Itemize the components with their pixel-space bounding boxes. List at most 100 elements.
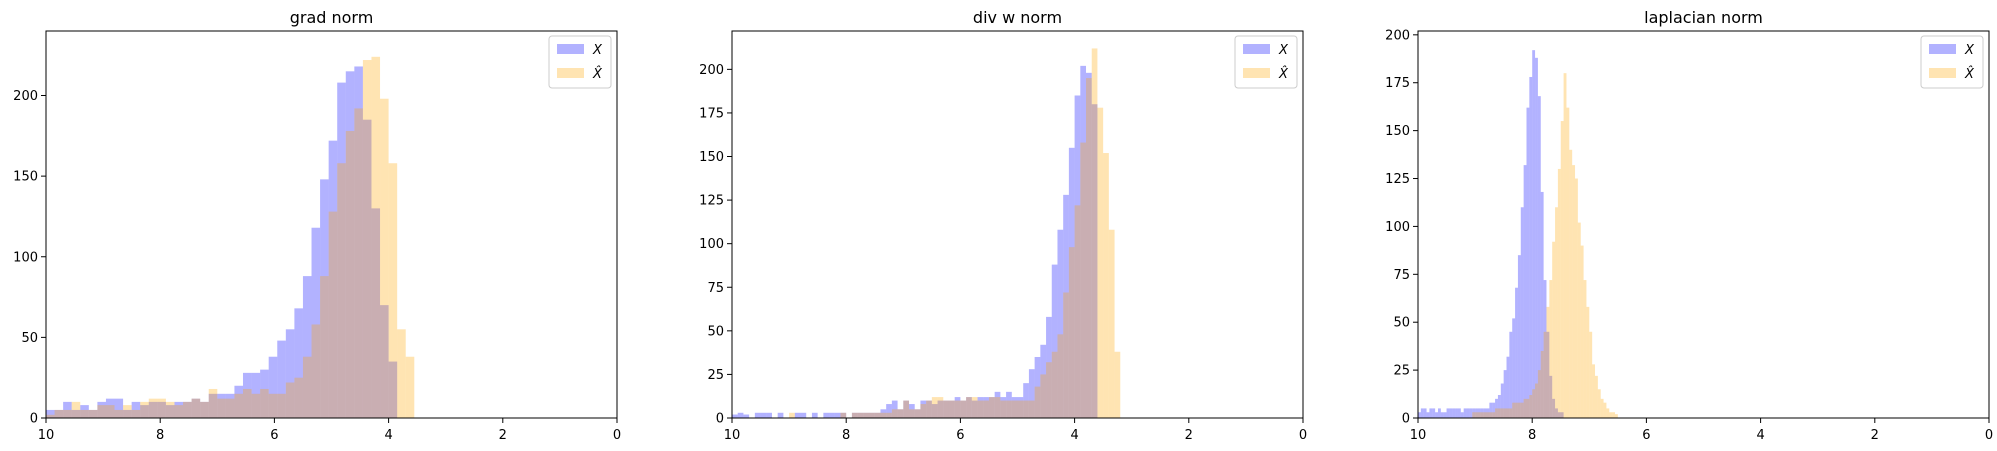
histogram-bar [880,412,887,418]
histogram-bar [191,398,201,418]
histogram-bar [926,400,932,418]
histogram-bar [1463,408,1467,418]
y-tick-label: 175 [1385,76,1410,91]
histogram-bar [754,412,761,418]
histogram-bar [1546,306,1550,418]
histogram-bar [1600,398,1604,418]
histogram-bar [388,361,398,418]
axes-frame [731,30,1304,419]
histogram-bar [1569,149,1573,419]
histogram-bar [88,409,98,418]
histogram-bar [874,412,881,418]
histogram-bar [1529,395,1533,418]
x-tick-label: 8 [1528,428,1536,443]
histogram-bar [174,401,184,418]
histogram-bar [903,400,910,418]
y-tick-label: 100 [1385,220,1410,235]
y-tick-label: 25 [707,368,724,383]
histogram-bar [1443,412,1447,418]
histogram-bar [994,391,1001,418]
histogram-bar [1609,412,1613,418]
histogram-bar [988,397,995,418]
histogram-bar [1091,48,1098,418]
histogram-bar [1540,350,1544,418]
histogram-bar [285,329,295,418]
histogram-bar [157,398,166,418]
histogram-bar [909,409,915,418]
y-tick-label: 200 [13,89,38,104]
histogram-bar [1000,400,1007,418]
histogram-bar [909,404,915,418]
y-tick-label: 75 [1393,268,1410,283]
histogram-bar [1557,168,1561,418]
x-tick-label: 10 [724,428,741,443]
x-tick-label: 6 [956,428,964,443]
histogram-bar [931,404,938,418]
histogram-bar [1057,229,1064,418]
x-tick-label: 6 [1642,428,1650,443]
histogram-bar [960,400,967,418]
histogram-bar [886,412,892,418]
histogram-bar [1543,331,1547,418]
histogram-bar [1006,400,1012,418]
histogram-bar [1486,412,1490,418]
histogram-bar [1572,165,1576,418]
histogram-bar [1477,412,1481,418]
histogram-bar [1034,386,1041,418]
histogram-bar [863,412,870,418]
legend-label: X [1278,43,1289,58]
histogram-bar [1469,408,1473,418]
histogram-bar [337,163,346,418]
histogram-bar [829,412,835,418]
x-tick-label: 2 [1185,428,1193,443]
histogram-bar [260,388,269,418]
histogram-bar [217,393,226,418]
histogram-bar [834,412,841,418]
histogram-bar [777,412,784,418]
y-tick-label: 50 [1393,316,1410,331]
histogram-bar [328,211,338,418]
histogram-bar [397,329,406,418]
series-x-hat [46,56,415,419]
legend-swatch [557,44,584,54]
histogram-bar [966,397,972,418]
histogram-bar [1435,412,1438,418]
histogram-bar [914,409,921,418]
histogram-bar [1509,408,1513,418]
histogram-bar [891,409,898,418]
x-tick-label: 2 [1871,428,1879,443]
legend-label: X [592,43,603,58]
histogram-bar [983,397,989,418]
histogram-bar [114,409,124,418]
histogram-bar [200,401,209,418]
histogram-bar [1535,383,1538,418]
histogram-bar [1472,408,1476,418]
histogram-bar [362,60,372,419]
histogram-bar [1011,397,1018,418]
histogram-bar [954,400,961,418]
histogram-bar [225,393,235,418]
histogram-bar [737,412,744,418]
histogram-bar [1023,383,1029,418]
histogram-bar [1492,402,1496,418]
histogram-bar [1492,412,1496,418]
series-x [1418,50,1564,419]
histogram-bar [1503,370,1507,418]
histogram-bar [174,405,184,418]
histogram-bar [63,401,72,418]
y-tick-label: 175 [699,106,724,121]
x-tick-label: 2 [499,428,507,443]
chart-title: div w norm [973,8,1062,27]
histogram-bar [1606,408,1610,418]
histogram-bar [208,393,218,418]
histogram-bar [328,140,338,418]
x-tick-label: 10 [1410,428,1427,443]
histogram-bar [863,412,870,418]
histogram-bar [823,412,830,418]
histogram-bar [1011,400,1018,418]
histogram-bar [966,397,972,418]
histogram-bar [1006,391,1012,418]
legend: X X̂ [1234,35,1298,89]
histogram-bar [1583,280,1587,418]
